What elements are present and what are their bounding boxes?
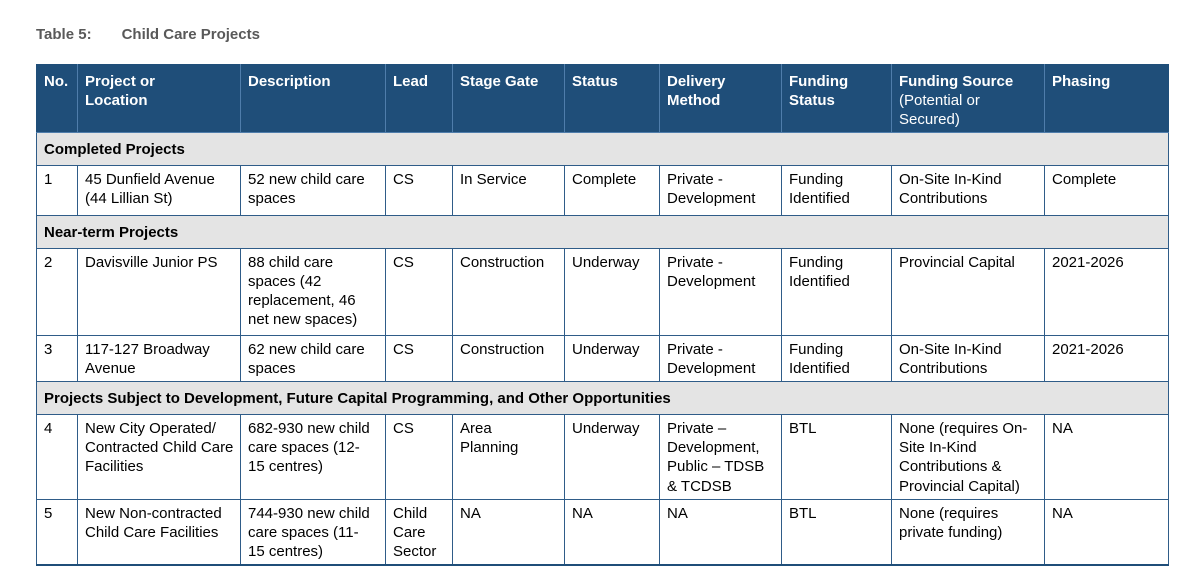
cell-phasing: 2021-2026 bbox=[1044, 335, 1169, 383]
table-caption: Table 5: Child Care Projects bbox=[36, 26, 1168, 43]
cell-stage-gate: Area Planning bbox=[452, 414, 565, 500]
col-header-project-or-location: Project or Location bbox=[77, 63, 241, 134]
cell-lead: CS bbox=[385, 165, 453, 217]
cell-lead: CS bbox=[385, 414, 453, 500]
col-header-stage-gate: Stage Gate bbox=[452, 63, 565, 134]
cell-delivery-method: NA bbox=[659, 498, 782, 566]
table-row: 4 New City Operated/ Contracted Child Ca… bbox=[36, 414, 1169, 500]
cell-funding-status: Funding Identified bbox=[781, 248, 892, 337]
cell-funding-source: On-Site In-Kind Contributions bbox=[891, 335, 1045, 383]
col-header-status: Status bbox=[564, 63, 660, 134]
cell-phasing: 2021-2026 bbox=[1044, 248, 1169, 337]
section-title: Near-term Projects bbox=[36, 215, 1169, 250]
cell-phasing: NA bbox=[1044, 414, 1169, 500]
col-header-funding-status: Funding Status bbox=[781, 63, 892, 134]
cell-no: 1 bbox=[36, 165, 78, 217]
cell-delivery-method: Private – Development, Public – TDSB & T… bbox=[659, 414, 782, 500]
cell-funding-source: None (requires private funding) bbox=[891, 498, 1045, 566]
cell-status: Underway bbox=[564, 335, 660, 383]
table-row: 2 Davisville Junior PS 88 child care spa… bbox=[36, 248, 1169, 337]
cell-status: Underway bbox=[564, 248, 660, 337]
section-row-projects-subject-to-development: Projects Subject to Development, Future … bbox=[36, 381, 1169, 416]
section-row-completed-projects: Completed Projects bbox=[36, 132, 1169, 167]
cell-delivery-method: Private - Development bbox=[659, 165, 782, 217]
cell-description: 88 child care spaces (42 replacement, 46… bbox=[240, 248, 386, 337]
col-header-lead: Lead bbox=[385, 63, 453, 134]
cell-lead: CS bbox=[385, 248, 453, 337]
cell-project-or-location: New Non-contracted Child Care Facilities bbox=[77, 498, 241, 566]
cell-no: 2 bbox=[36, 248, 78, 337]
cell-funding-status: Funding Identified bbox=[781, 335, 892, 383]
cell-stage-gate: NA bbox=[452, 498, 565, 566]
cell-status: Underway bbox=[564, 414, 660, 500]
cell-funding-status: BTL bbox=[781, 414, 892, 500]
child-care-projects-table: No. Project or Location Description Lead… bbox=[36, 63, 1169, 566]
cell-status: Complete bbox=[564, 165, 660, 217]
table-row: 3 117-127 Broadway Avenue 62 new child c… bbox=[36, 335, 1169, 383]
cell-stage-gate: Construction bbox=[452, 335, 565, 383]
col-header-no: No. bbox=[36, 63, 78, 134]
cell-project-or-location: New City Operated/ Contracted Child Care… bbox=[77, 414, 241, 500]
cell-funding-source: On-Site In-Kind Contributions bbox=[891, 165, 1045, 217]
cell-funding-status: BTL bbox=[781, 498, 892, 566]
section-title: Projects Subject to Development, Future … bbox=[36, 381, 1169, 416]
table-row: 5 New Non-contracted Child Care Faciliti… bbox=[36, 498, 1169, 566]
document-page: Table 5: Child Care Projects No. Project … bbox=[36, 26, 1169, 566]
section-title: Completed Projects bbox=[36, 132, 1169, 167]
header-row: No. Project or Location Description Lead… bbox=[36, 63, 1169, 134]
cell-phasing: Complete bbox=[1044, 165, 1169, 217]
cell-no: 5 bbox=[36, 498, 78, 566]
cell-description: 682-930 new child care spaces (12-15 cen… bbox=[240, 414, 386, 500]
cell-delivery-method: Private - Development bbox=[659, 248, 782, 337]
col-header-funding-source-subtitle: (Potential or Secured) bbox=[899, 92, 980, 129]
cell-no: 4 bbox=[36, 414, 78, 500]
cell-lead: CS bbox=[385, 335, 453, 383]
cell-lead: Child Care Sector bbox=[385, 498, 453, 566]
cell-funding-source: Provincial Capital bbox=[891, 248, 1045, 337]
cell-project-or-location: 45 Dunfield Avenue (44 Lillian St) bbox=[77, 165, 241, 217]
col-header-funding-source: Funding Source (Potential or Secured) bbox=[891, 63, 1045, 134]
cell-project-or-location: Davisville Junior PS bbox=[77, 248, 241, 337]
col-header-phasing: Phasing bbox=[1044, 63, 1169, 134]
table-row: 1 45 Dunfield Avenue (44 Lillian St) 52 … bbox=[36, 165, 1169, 217]
col-header-delivery-method: Delivery Method bbox=[659, 63, 782, 134]
cell-description: 62 new child care spaces bbox=[240, 335, 386, 383]
cell-no: 3 bbox=[36, 335, 78, 383]
cell-funding-status: Funding Identified bbox=[781, 165, 892, 217]
col-header-description: Description bbox=[240, 63, 386, 134]
cell-stage-gate: Construction bbox=[452, 248, 565, 337]
cell-delivery-method: Private - Development bbox=[659, 335, 782, 383]
cell-phasing: NA bbox=[1044, 498, 1169, 566]
cell-stage-gate: In Service bbox=[452, 165, 565, 217]
table-caption-text: Child Care Projects bbox=[121, 26, 260, 43]
cell-status: NA bbox=[564, 498, 660, 566]
cell-project-or-location: 117-127 Broadway Avenue bbox=[77, 335, 241, 383]
cell-funding-source: None (requires On-Site In-Kind Contribut… bbox=[891, 414, 1045, 500]
cell-description: 744-930 new child care spaces (11-15 cen… bbox=[240, 498, 386, 566]
section-row-near-term-projects: Near-term Projects bbox=[36, 215, 1169, 250]
table-caption-label: Table 5: bbox=[36, 26, 92, 43]
cell-description: 52 new child care spaces bbox=[240, 165, 386, 217]
